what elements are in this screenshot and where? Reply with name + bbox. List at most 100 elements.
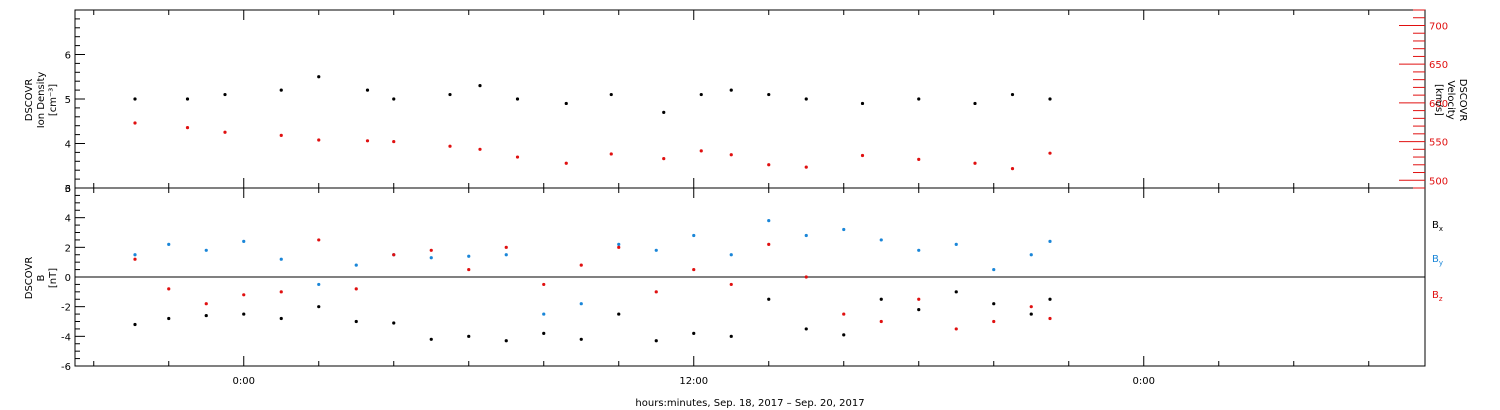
- data-point-ion-density: [448, 92, 452, 97]
- data-point-by: [767, 219, 771, 223]
- top-left-axis: 3 4 5 6: [65, 9, 85, 195]
- data-point-ion-density: [699, 92, 703, 97]
- data-point-bz: [654, 290, 658, 294]
- data-point-by: [804, 233, 808, 238]
- data-point-by: [1029, 253, 1033, 257]
- data-point-velocity: [609, 152, 613, 156]
- data-point-ion-density: [365, 88, 370, 92]
- b-tick-label: -2: [61, 303, 71, 314]
- data-point-by: [133, 253, 137, 257]
- legend-bz-sub: z: [1439, 295, 1443, 303]
- data-point-velocity: [392, 139, 396, 144]
- top-ylabel-line3: [cm⁻³]: [48, 84, 59, 116]
- data-point-bx: [279, 316, 283, 321]
- data-point-bz: [133, 257, 137, 261]
- data-point-by: [917, 248, 921, 252]
- data-point-velocity: [1048, 151, 1052, 155]
- data-point-ion-density: [317, 75, 321, 79]
- data-point-by: [654, 248, 658, 252]
- top-y2label-line3: [km/s]: [1433, 84, 1444, 116]
- velocity-tick-label: 700: [1429, 21, 1448, 32]
- data-point-bz: [467, 267, 471, 272]
- legend-bz-text: B: [1432, 290, 1439, 301]
- data-point-bx: [504, 339, 508, 343]
- bottom-ylabel-line3: [nT]: [48, 268, 59, 288]
- velocity-tick-label: 600: [1429, 99, 1448, 110]
- data-point-by: [1048, 239, 1052, 243]
- data-point-velocity: [279, 133, 283, 137]
- data-point-bz: [617, 245, 621, 249]
- data-point-bx: [204, 313, 208, 318]
- legend-bx: Bx: [1432, 220, 1443, 233]
- data-point-ion-density: [662, 110, 666, 114]
- data-point-bx: [467, 334, 471, 338]
- data-point-bx: [954, 290, 958, 294]
- b-tick-label: -6: [61, 362, 71, 373]
- data-point-by: [692, 233, 696, 238]
- data-point-ion-density: [1010, 92, 1015, 97]
- data-point-by: [992, 267, 996, 272]
- data-point-ion-density: [133, 97, 137, 101]
- top-ylabel-line2: Ion Density: [36, 72, 47, 129]
- legend-by: By: [1432, 254, 1443, 267]
- data-point-by: [842, 227, 846, 232]
- data-point-velocity: [804, 165, 808, 169]
- data-point-by: [729, 253, 733, 257]
- bottom-ylabel-line1: DSCOVR: [24, 257, 35, 300]
- data-point-bx: [1029, 312, 1033, 316]
- data-point-by: [429, 256, 433, 260]
- data-point-velocity: [767, 163, 771, 167]
- top-y2label-line1: DSCOVR: [1457, 79, 1468, 122]
- data-point-bz: [692, 267, 696, 272]
- data-point-bx: [354, 319, 358, 324]
- data-point-velocity: [478, 147, 482, 151]
- data-point-bz: [317, 238, 321, 242]
- data-point-bz: [242, 293, 246, 297]
- x-tick-label: 12:00: [679, 376, 708, 387]
- top-right-axis: 500 550 600 650 700: [1399, 9, 1448, 189]
- data-point-velocity: [515, 155, 520, 159]
- data-point-ion-density: [729, 88, 733, 92]
- data-point-bz: [879, 319, 883, 324]
- data-point-bz: [504, 245, 508, 249]
- x-axis-label: hours:minutes, Sep. 18, 2017 – Sep. 20, …: [635, 398, 864, 409]
- data-point-bx: [317, 305, 321, 309]
- data-point-by: [317, 282, 321, 287]
- data-point-ion-density: [564, 101, 568, 106]
- data-point-velocity: [185, 126, 190, 130]
- data-point-by: [954, 242, 958, 246]
- data-point-velocity: [699, 149, 703, 153]
- data-point-ion-density: [767, 92, 771, 97]
- data-point-velocity: [223, 130, 227, 134]
- data-point-bz: [917, 297, 921, 301]
- data-point-bz: [1048, 316, 1052, 321]
- data-point-ion-density: [973, 101, 977, 106]
- legend-bx-sub: x: [1439, 225, 1443, 233]
- data-point-by: [879, 238, 883, 242]
- data-point-velocity: [133, 121, 137, 125]
- data-point-ion-density: [279, 88, 283, 92]
- density-tick-label: 5: [65, 95, 71, 106]
- data-point-by: [579, 302, 583, 306]
- data-point-bz: [354, 287, 358, 291]
- data-point-bz: [204, 302, 208, 306]
- data-point-by: [354, 263, 358, 267]
- data-point-by: [279, 257, 283, 261]
- velocity-tick-label: 550: [1429, 138, 1448, 149]
- data-point-velocity: [317, 138, 321, 142]
- data-point-ion-density: [609, 92, 613, 97]
- data-point-bz: [392, 253, 396, 257]
- b-tick-label: 6: [65, 184, 71, 195]
- top-panel-points: [133, 75, 1052, 171]
- data-point-bz: [579, 263, 583, 267]
- density-tick-label: 3: [65, 184, 71, 195]
- data-point-bx: [692, 331, 696, 335]
- data-point-velocity: [448, 144, 452, 148]
- x-tick-label: 0:00: [1133, 376, 1155, 387]
- density-tick-label: 4: [65, 140, 71, 151]
- data-point-by: [204, 248, 208, 252]
- data-point-bx: [804, 327, 808, 331]
- data-point-by: [242, 239, 246, 243]
- data-point-bz: [842, 312, 846, 316]
